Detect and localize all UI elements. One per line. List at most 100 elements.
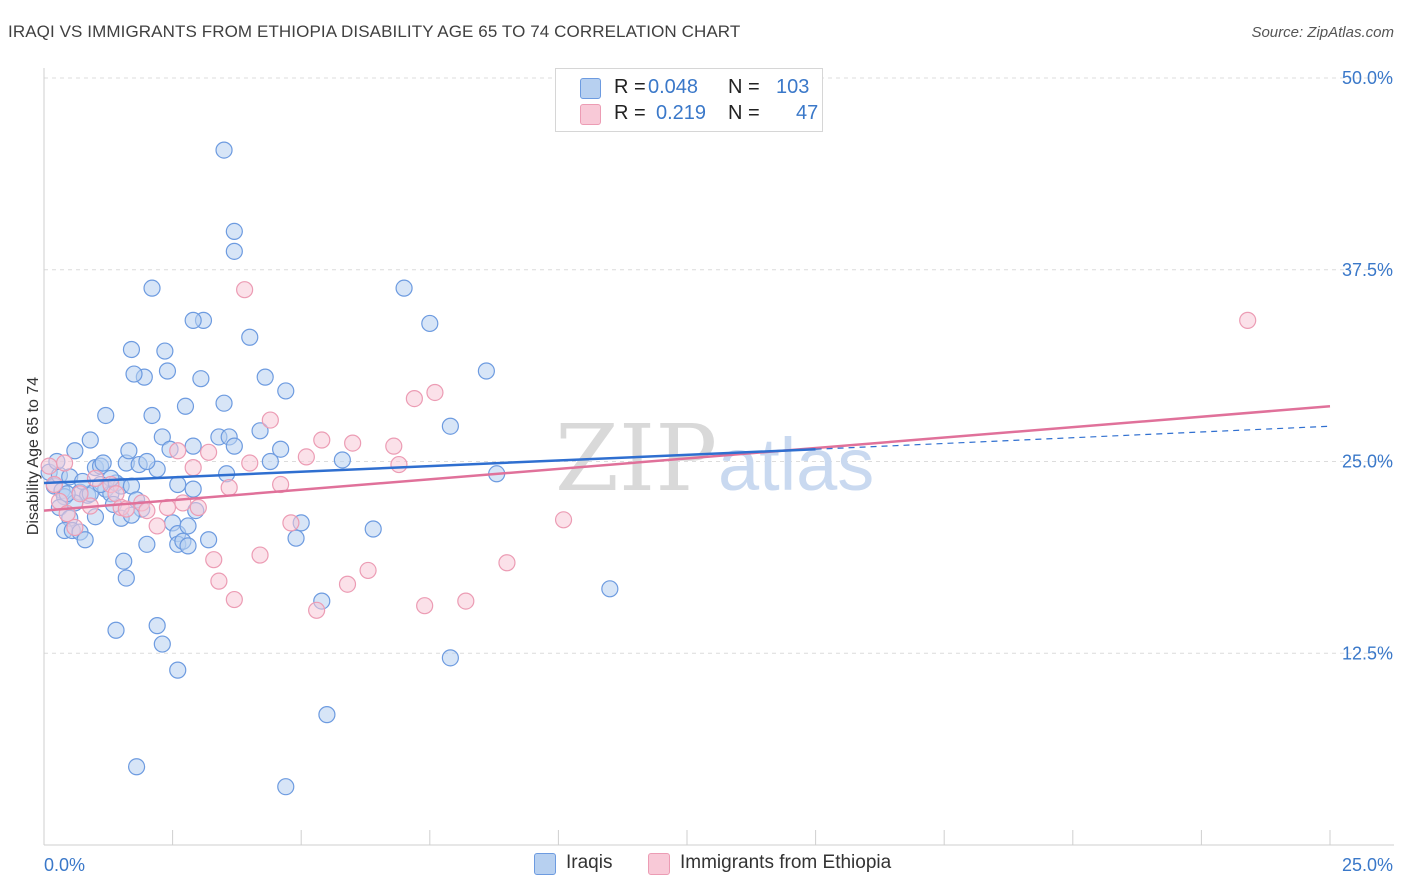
- iraqis-point: [256, 368, 274, 386]
- tick-labels: 12.5% 25.0% 37.5% 50.0% 0.0% 25.0%: [44, 68, 1393, 875]
- iraqis-point: [138, 535, 156, 553]
- ethiopia-point: [200, 443, 218, 461]
- series-iraqis-points: [40, 141, 619, 796]
- ethiopia-point: [261, 411, 279, 429]
- ethiopia-point: [390, 455, 408, 474]
- iraqis-point: [225, 222, 243, 240]
- ethiopia-point: [205, 551, 223, 569]
- iraqis-point: [153, 635, 171, 653]
- iraqis-point: [158, 362, 177, 380]
- iraqis-point: [277, 778, 295, 796]
- iraqis-point: [179, 517, 197, 535]
- ethiopia-point: [426, 383, 444, 402]
- iraqis-point: [421, 314, 439, 333]
- iraqis-point: [122, 340, 141, 359]
- legend-label-ethiopia: Immigrants from Ethiopia: [680, 852, 892, 873]
- iraqis-point: [200, 531, 218, 549]
- trend-line-iraqis: [43, 447, 816, 485]
- ethiopia-point: [86, 469, 105, 487]
- iraqis-point: [94, 454, 112, 472]
- iraqis-point: [184, 437, 202, 455]
- legend-swatch-iraqis: [534, 853, 556, 875]
- iraqis-point: [241, 328, 259, 346]
- ethiopia-point: [210, 572, 228, 590]
- r-label: R =: [614, 102, 646, 124]
- legend-label-iraqis: Iraqis: [566, 852, 613, 873]
- iraqis-point: [169, 475, 187, 494]
- iraqis-point: [143, 406, 161, 425]
- iraqis-point: [277, 382, 295, 400]
- ethiopia-point: [251, 546, 269, 564]
- ethiopia-point: [385, 437, 403, 455]
- y-tick-label: 25.0%: [1342, 452, 1393, 472]
- iraqis-point: [138, 452, 156, 471]
- iraqis-point: [143, 279, 161, 297]
- iraqis-point: [225, 437, 243, 455]
- ethiopia-point: [308, 601, 326, 619]
- iraqis-point: [107, 621, 125, 639]
- iraqis-point: [153, 428, 171, 446]
- ethiopia-point: [66, 518, 84, 537]
- iraqis-point: [601, 580, 619, 598]
- ethiopia-point: [169, 442, 187, 460]
- legend-swatch-iraqis: [580, 78, 601, 99]
- iraqis-point: [176, 397, 195, 415]
- ethiopia-point: [282, 514, 300, 532]
- x-tick-label-min: 0.0%: [44, 855, 85, 875]
- ethiopia-point: [344, 434, 362, 452]
- x-tick-label-max: 25.0%: [1342, 855, 1393, 875]
- ethiopia-point: [405, 390, 423, 408]
- ethiopia-point: [225, 590, 243, 609]
- ethiopia-point: [1239, 311, 1257, 329]
- trend-line-ethiopia: [43, 405, 1331, 512]
- iraqis-point: [261, 452, 279, 471]
- ethiopia-point: [174, 494, 192, 512]
- iraqis-point: [477, 362, 495, 380]
- iraqis-point: [215, 141, 233, 159]
- iraqis-point: [215, 394, 233, 412]
- ethiopia-point: [236, 281, 254, 299]
- iraqis-point: [333, 451, 351, 469]
- ethiopia-point: [184, 459, 202, 477]
- iraqis-point: [81, 431, 99, 449]
- n-label: N =: [728, 76, 760, 98]
- iraqis-point: [184, 311, 202, 329]
- legend-swatch-ethiopia: [580, 104, 601, 125]
- source-credit: Source: ZipAtlas.com: [1251, 24, 1394, 41]
- legend-swatch-ethiopia: [648, 853, 670, 875]
- iraqis-point: [115, 552, 133, 570]
- ethiopia-point: [71, 485, 89, 503]
- iraqis-point: [117, 569, 135, 587]
- ethiopia-point: [338, 575, 357, 593]
- ethiopia-point: [416, 597, 434, 615]
- y-tick-label: 37.5%: [1342, 260, 1393, 280]
- ethiopia-point: [297, 448, 315, 466]
- iraqis-point: [364, 520, 382, 538]
- iraqis-point: [184, 480, 202, 498]
- iraqis-point: [148, 617, 166, 635]
- ethiopia-point: [148, 517, 166, 535]
- ethiopia-point: [313, 431, 331, 449]
- iraqis-point: [251, 422, 269, 440]
- iraqis-point: [441, 417, 459, 435]
- iraqis-point: [169, 661, 187, 679]
- iraqis-point: [287, 529, 305, 547]
- y-axis-label: Disability Age 65 to 74: [25, 376, 42, 536]
- r-value-iraqis: 0.048: [648, 76, 699, 98]
- n-value-iraqis: 103: [776, 76, 810, 98]
- ethiopia-point: [241, 454, 259, 472]
- iraqis-point: [441, 649, 459, 667]
- ethiopia-point: [220, 478, 238, 497]
- chart-title: IRAQI VS IMMIGRANTS FROM ETHIOPIA DISABI…: [8, 22, 741, 41]
- iraqis-point: [156, 342, 174, 360]
- y-tick-label: 12.5%: [1342, 643, 1393, 663]
- r-value-ethiopia: 0.219: [656, 102, 707, 124]
- ethiopia-point: [138, 501, 156, 520]
- iraqis-point: [395, 279, 413, 297]
- iraqis-point: [66, 442, 84, 460]
- gridlines: [44, 77, 1394, 654]
- iraqis-point: [272, 440, 290, 458]
- trend-line-iraqis-extension: [815, 425, 1331, 450]
- y-tick-label: 50.0%: [1342, 68, 1393, 88]
